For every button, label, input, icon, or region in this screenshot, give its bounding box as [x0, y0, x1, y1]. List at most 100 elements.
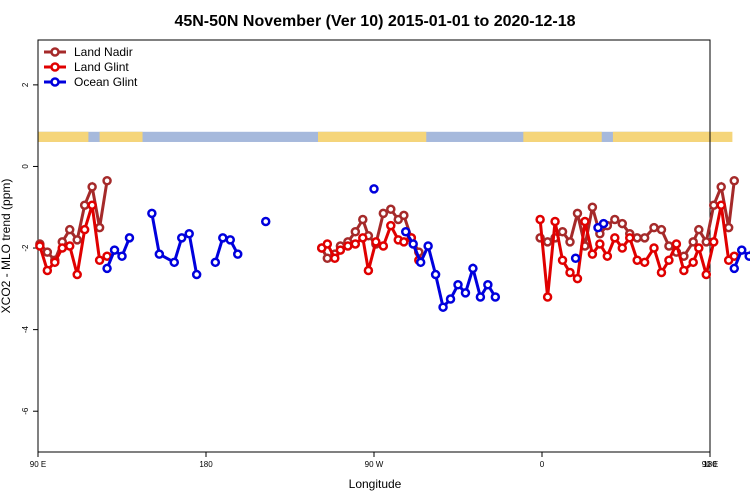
y-tick-label: 0 [21, 164, 30, 169]
y-tick-label: -2 [21, 244, 30, 252]
data-point [639, 257, 650, 268]
data-point [542, 237, 553, 247]
data-point [225, 235, 236, 245]
data-point [371, 237, 381, 247]
data-point [632, 233, 642, 243]
data-point [399, 210, 409, 221]
data-point [400, 226, 411, 237]
data-point [350, 239, 361, 249]
land-mask-segment [523, 131, 602, 142]
data-point [64, 241, 75, 251]
x-tick-label: 90 E [702, 460, 718, 469]
data-point [595, 239, 605, 249]
data-point [363, 265, 374, 276]
data-point [147, 208, 157, 219]
data-point [445, 294, 456, 304]
data-point [218, 233, 228, 243]
data-point [335, 245, 346, 255]
data-point [399, 237, 409, 247]
series-ocean-glint [102, 184, 750, 312]
data-point [109, 245, 120, 255]
data-point [694, 224, 704, 235]
land-mask-segment [612, 131, 733, 142]
data-point [94, 255, 105, 266]
data-point [117, 251, 127, 261]
data-point [483, 280, 493, 290]
land-mask-bar [38, 131, 733, 142]
data-point [688, 257, 698, 268]
series-line [150, 213, 199, 275]
data-point [42, 247, 53, 257]
data-point [617, 243, 628, 253]
series-line [105, 237, 131, 270]
data-point [438, 302, 448, 312]
data-point [102, 263, 112, 274]
data-point [610, 233, 620, 243]
data-point [557, 255, 568, 266]
y-tick-label: 2 [21, 82, 30, 87]
data-point [723, 222, 734, 233]
data-point [602, 251, 613, 261]
x-tick-label: 0 [540, 460, 545, 469]
data-point [671, 239, 682, 249]
series-line [538, 204, 736, 298]
data-point [736, 245, 747, 255]
data-point [610, 214, 620, 225]
data-point [716, 200, 726, 210]
land-mask-segment [38, 131, 89, 142]
land-mask-segment [99, 131, 143, 142]
data-point [565, 237, 575, 247]
data-point [716, 182, 726, 192]
data-point [232, 249, 243, 259]
series-land-glint [35, 200, 740, 302]
data-point [565, 267, 575, 278]
data-point [701, 269, 712, 280]
data-point [369, 184, 379, 194]
data-point [550, 216, 560, 227]
data-point [679, 265, 689, 276]
data-point [102, 175, 112, 186]
data-point [453, 280, 463, 290]
data-point [386, 204, 396, 215]
data-point [322, 239, 333, 249]
data-point [184, 229, 194, 239]
data-point [358, 214, 368, 225]
legend-label: Land Glint [74, 60, 129, 74]
data-point [557, 226, 568, 237]
data-point [617, 218, 628, 229]
data-point [79, 224, 90, 235]
legend-marker [50, 47, 60, 57]
data-point [322, 253, 333, 263]
data-point [708, 237, 719, 247]
data-point [708, 200, 719, 210]
data-point [572, 273, 583, 284]
data-point [729, 175, 740, 186]
data-point [460, 288, 471, 298]
y-axis: 2 0 -2 -4 -6 [21, 82, 38, 415]
y-axis-label: XCO2 - MLO trend (ppm) [0, 179, 13, 314]
data-point [72, 235, 82, 245]
data-point [415, 257, 426, 268]
data-point [688, 237, 698, 247]
series-layer [35, 175, 750, 312]
x-tick-label: 180 [199, 460, 213, 469]
data-point [587, 202, 598, 212]
x-tick-label: 180 [703, 460, 717, 469]
data-point [587, 249, 598, 259]
data-point [729, 263, 740, 274]
data-point [343, 241, 353, 251]
legend-label: Land Nadir [74, 45, 133, 59]
data-point [87, 200, 97, 210]
data-point [124, 233, 135, 243]
data-point [701, 237, 712, 247]
data-point [624, 233, 635, 243]
data-point [94, 222, 105, 233]
legend-marker [50, 77, 60, 87]
data-point [154, 249, 165, 259]
data-point [408, 239, 418, 249]
data-point [50, 257, 60, 268]
data-point [79, 200, 90, 210]
data-point [656, 224, 667, 235]
